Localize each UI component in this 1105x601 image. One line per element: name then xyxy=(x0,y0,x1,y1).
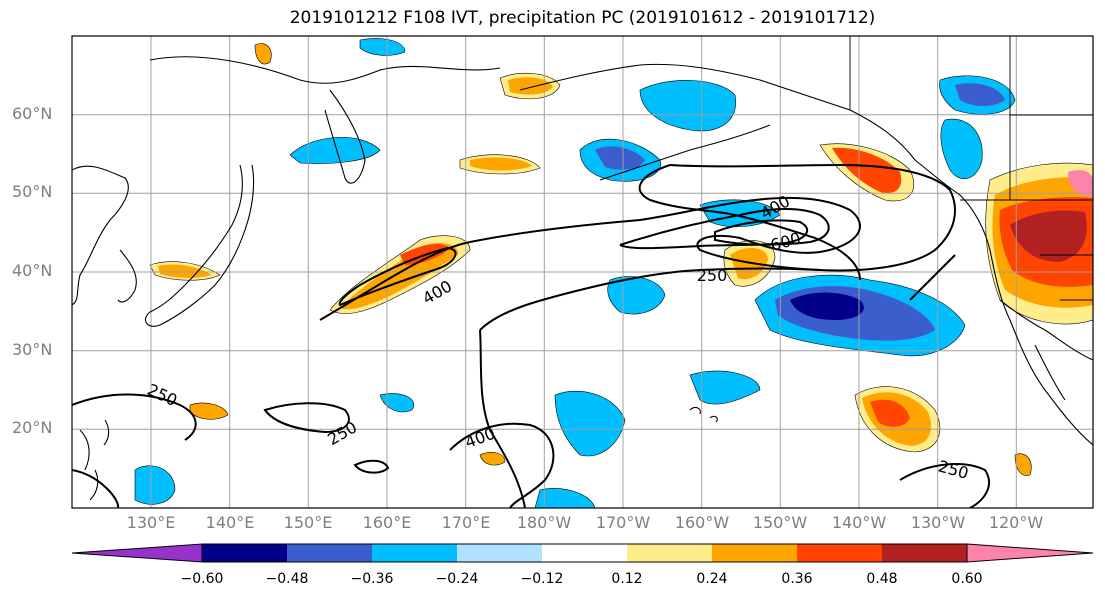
precip-negative-region xyxy=(554,390,626,457)
precip-positive-region xyxy=(508,77,553,95)
precip-negative-region xyxy=(289,136,381,164)
colorbar-tick-label: −0.48 xyxy=(265,571,309,587)
precip-positive-region xyxy=(832,147,902,194)
coastline-north-america xyxy=(914,159,1093,446)
precip-positive-region xyxy=(479,452,506,466)
coastline-siberia xyxy=(149,56,501,84)
precip-negative-region xyxy=(689,370,761,405)
precip-positive-region xyxy=(1068,170,1093,197)
precip-positive-region xyxy=(158,264,212,278)
colorbar-bin xyxy=(457,544,542,562)
colorbar-bin xyxy=(542,544,627,562)
colorbar-outline xyxy=(201,543,968,563)
ivt-label: 250 xyxy=(697,266,728,285)
colorbar-bin xyxy=(797,544,882,562)
lat-label: 20°N xyxy=(12,418,53,437)
colorbar xyxy=(71,543,1094,563)
colorbar-bin xyxy=(372,544,457,562)
colorbar-tick-label: 0.48 xyxy=(866,571,898,587)
precip-positive-region xyxy=(870,399,910,427)
colorbar-bin xyxy=(882,544,967,562)
colorbar-tick-label: −0.36 xyxy=(350,571,394,587)
precip-positive-region xyxy=(189,402,229,420)
political-borders xyxy=(849,36,1093,301)
colorbar-bin xyxy=(202,544,287,562)
colorbar-tick-label: 0.12 xyxy=(611,571,643,587)
lon-label: 170°E xyxy=(441,513,491,532)
precip-negative-region xyxy=(595,146,645,170)
precipitation-anomaly-fills xyxy=(134,38,1093,508)
lon-label: 140°E xyxy=(205,513,255,532)
lon-label: 160°E xyxy=(362,513,412,532)
lon-label: 170°W xyxy=(595,513,651,532)
colorbar-tick-label: −0.60 xyxy=(180,571,224,587)
map-title: 2019101212 F108 IVT, precipitation PC (2… xyxy=(289,8,876,28)
colorbar-tick-label: 0.60 xyxy=(951,571,983,587)
precip-positive-region xyxy=(254,43,272,65)
coastline-alaska xyxy=(519,63,916,161)
coastline-korea xyxy=(117,249,137,303)
lat-label: 50°N xyxy=(12,182,53,201)
coastlines xyxy=(72,56,1093,501)
ivt-400-contour xyxy=(619,208,830,250)
lon-label: 160°W xyxy=(674,513,730,532)
ivt-250-contour xyxy=(263,402,350,434)
colorbar-tick-label: −0.24 xyxy=(435,571,479,587)
ivt-250-contour xyxy=(899,463,990,508)
colorbar-tick-label: 0.36 xyxy=(781,571,813,587)
ivt-contours xyxy=(72,163,990,508)
coastline-philippines xyxy=(79,429,99,501)
colorbar-bin xyxy=(287,544,372,562)
coastline-baja xyxy=(1034,344,1066,401)
colorbar-extend-low xyxy=(71,543,203,563)
coastline-kamchatka xyxy=(324,89,366,184)
lon-label: 150°W xyxy=(752,513,808,532)
ivt-400-contour xyxy=(449,422,555,508)
ivt-250-contour xyxy=(353,459,390,474)
lon-label: 180°W xyxy=(516,513,572,532)
lat-label: 40°N xyxy=(12,261,53,280)
coastline-taiwan xyxy=(103,419,110,446)
coastline-japan xyxy=(145,164,255,327)
colorbar-tick-label: 0.24 xyxy=(696,571,728,587)
ivt-250-contour xyxy=(72,393,197,508)
precip-positive-region xyxy=(470,157,532,171)
ivt-600-contour xyxy=(714,219,809,246)
colorbar-bin xyxy=(712,544,797,562)
lon-label: 140°W xyxy=(831,513,887,532)
ivt-250-contour xyxy=(479,267,821,508)
precip-negative-region xyxy=(940,118,983,179)
map-border xyxy=(71,35,1094,509)
coastline-california xyxy=(999,299,1093,361)
ivt-400-contour xyxy=(338,246,457,307)
lon-label: 130°W xyxy=(910,513,966,532)
precip-negative-region xyxy=(790,292,864,320)
ivt-250-contour xyxy=(909,254,956,301)
lon-label: 130°E xyxy=(126,513,176,532)
precip-negative-region xyxy=(639,80,737,132)
colorbar-bin xyxy=(627,544,712,562)
colorbar-extend-high xyxy=(966,543,1094,563)
lon-label: 150°E xyxy=(283,513,333,532)
colorbar-tick-label: −0.12 xyxy=(520,571,564,587)
lat-label: 30°N xyxy=(12,340,53,359)
coastline-alaska-peninsula xyxy=(599,124,771,181)
precip-positive-region xyxy=(1010,210,1087,262)
lat-label: 60°N xyxy=(12,104,53,123)
lon-label: 120°W xyxy=(988,513,1044,532)
coastline-asia xyxy=(72,165,129,306)
precip-negative-region xyxy=(955,83,1005,106)
precip-negative-region xyxy=(134,465,176,505)
precip-negative-region xyxy=(359,38,406,56)
coastline-hawaii xyxy=(689,406,718,423)
